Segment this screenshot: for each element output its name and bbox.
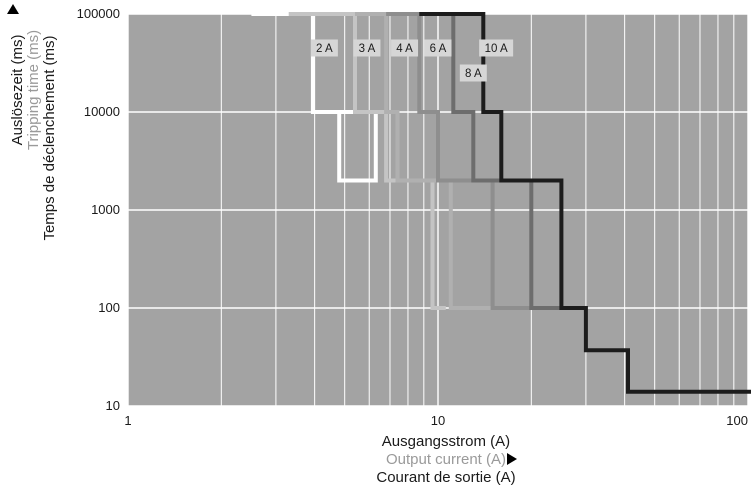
y-axis-arrow-icon [7, 4, 19, 14]
series-label-box [310, 39, 338, 57]
series-label: 3 A [353, 39, 381, 57]
y-axis-title: Auslösezeit (ms) Tripping time (ms) Temp… [7, 4, 58, 241]
series-label-text: 8 A [465, 68, 482, 80]
series-layer [251, 12, 751, 394]
y-axis-ticks: 100000 10000 1000 100 10 [77, 6, 120, 413]
x-axis-title-de: Ausgangsstrom (A) [382, 433, 510, 450]
x-axis-arrow-icon [507, 453, 517, 465]
series-label-box [479, 39, 514, 57]
x-tick-label: 100 [726, 413, 748, 428]
series-label: 2 A [310, 39, 338, 57]
series-line-10a [419, 12, 751, 394]
series-line-8a [419, 12, 562, 310]
series-label: 10 A [479, 39, 514, 57]
series-line-4a [355, 12, 493, 310]
series-label-box [424, 39, 452, 57]
series-label-text: 6 A [430, 43, 447, 55]
series-line-6a [386, 12, 532, 310]
series-label-text: 2 A [316, 43, 333, 55]
y-axis-title-en: Tripping time (ms) [25, 30, 42, 150]
y-tick-label: 10 [106, 398, 120, 413]
series-label: 8 A [459, 64, 487, 82]
y-axis-title-de: Auslösezeit (ms) [9, 35, 26, 146]
x-tick-label: 1 [124, 413, 131, 428]
series-labels: 2 A 3 A 4 A 6 A 10 A 8 A [310, 39, 514, 82]
series-label-text: 3 A [359, 43, 376, 55]
series-label-text: 10 A [485, 43, 508, 55]
series-label-box [391, 39, 419, 57]
series-label: 6 A [424, 39, 452, 57]
series-label: 4 A [391, 39, 419, 57]
y-tick-label: 1000 [91, 202, 120, 217]
series-label-box [353, 39, 381, 57]
series-line-3a [288, 12, 446, 310]
x-tick-label: 10 [431, 413, 445, 428]
y-tick-label: 10000 [84, 104, 120, 119]
y-tick-label: 100 [98, 300, 120, 315]
y-tick-label: 100000 [77, 6, 120, 21]
x-axis-title-en: Output current (A) [386, 451, 506, 468]
x-axis-title: Ausgangsstrom (A) Output current (A) Cou… [376, 433, 517, 486]
x-axis-title-fr: Courant de sortie (A) [376, 469, 515, 486]
x-axis-ticks: 1 10 100 [124, 413, 748, 428]
y-axis-title-fr: Temps de déclenchement (ms) [41, 35, 58, 240]
series-label-text: 4 A [396, 43, 413, 55]
series-label-box [459, 64, 487, 82]
